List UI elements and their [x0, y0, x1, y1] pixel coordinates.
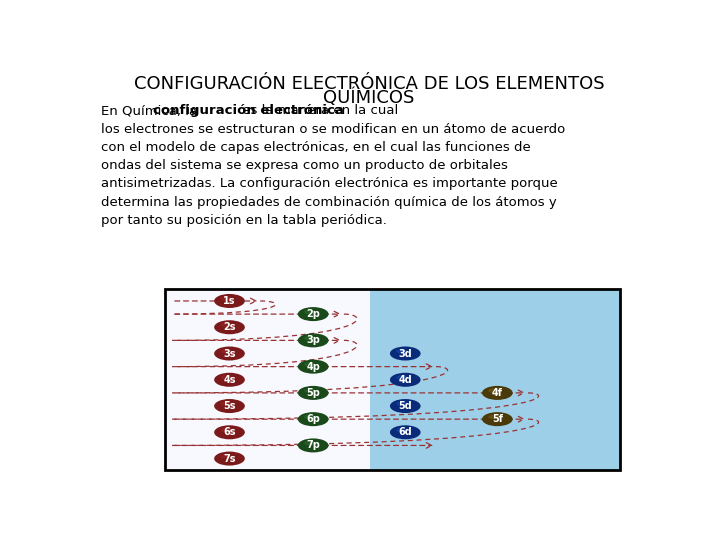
Text: 5d: 5d: [398, 401, 412, 411]
Ellipse shape: [396, 401, 408, 406]
Ellipse shape: [214, 399, 245, 413]
FancyBboxPatch shape: [370, 289, 620, 470]
Text: 4s: 4s: [223, 375, 235, 385]
Text: 3s: 3s: [223, 348, 235, 359]
Text: 3d: 3d: [398, 348, 412, 359]
Ellipse shape: [214, 320, 245, 334]
Ellipse shape: [220, 375, 232, 380]
Ellipse shape: [220, 401, 232, 406]
Ellipse shape: [304, 362, 315, 367]
Ellipse shape: [298, 438, 328, 453]
Text: 6p: 6p: [306, 414, 320, 424]
Text: 4p: 4p: [306, 362, 320, 372]
Text: 4d: 4d: [398, 375, 412, 385]
Text: 1s: 1s: [223, 296, 235, 306]
Ellipse shape: [298, 386, 328, 400]
Text: ondas del sistema se expresa como un producto de orbitales: ondas del sistema se expresa como un pro…: [101, 159, 508, 172]
Text: los electrones se estructuran o se modifican en un átomo de acuerdo: los electrones se estructuran o se modif…: [101, 123, 565, 136]
Ellipse shape: [390, 347, 420, 361]
Ellipse shape: [488, 415, 500, 419]
Text: 5p: 5p: [306, 388, 320, 398]
FancyBboxPatch shape: [166, 289, 370, 470]
Ellipse shape: [214, 347, 245, 361]
Ellipse shape: [396, 349, 408, 354]
Ellipse shape: [304, 309, 315, 314]
Text: En Química, la: En Química, la: [101, 104, 202, 117]
Ellipse shape: [298, 333, 328, 347]
Ellipse shape: [298, 307, 328, 321]
Ellipse shape: [214, 426, 245, 440]
Text: por tanto su posición en la tabla periódica.: por tanto su posición en la tabla periód…: [101, 214, 387, 227]
Text: configuración electrónica: configuración electrónica: [153, 104, 343, 117]
Ellipse shape: [304, 388, 315, 393]
Ellipse shape: [298, 360, 328, 374]
Text: 6s: 6s: [223, 427, 235, 437]
Ellipse shape: [390, 426, 420, 440]
Ellipse shape: [220, 428, 232, 433]
Ellipse shape: [482, 412, 513, 426]
Text: 6d: 6d: [398, 427, 412, 437]
Text: QUÍMICOS: QUÍMICOS: [323, 89, 415, 107]
Text: con el modelo de capas electrónicas, en el cual las funciones de: con el modelo de capas electrónicas, en …: [101, 141, 531, 154]
Ellipse shape: [214, 294, 245, 308]
Text: 5s: 5s: [223, 401, 235, 411]
Ellipse shape: [396, 375, 408, 380]
Text: 5f: 5f: [492, 414, 503, 424]
Ellipse shape: [488, 388, 500, 393]
Ellipse shape: [304, 336, 315, 340]
Text: 2p: 2p: [306, 309, 320, 319]
Ellipse shape: [220, 296, 232, 301]
Text: es la manera en la cual: es la manera en la cual: [238, 104, 399, 117]
Ellipse shape: [220, 322, 232, 327]
Ellipse shape: [214, 373, 245, 387]
Text: 2s: 2s: [223, 322, 235, 332]
Ellipse shape: [304, 441, 315, 446]
Text: 4f: 4f: [492, 388, 503, 398]
Text: 3p: 3p: [306, 335, 320, 346]
Ellipse shape: [220, 454, 232, 458]
Text: determina las propiedades de combinación química de los átomos y: determina las propiedades de combinación…: [101, 196, 557, 209]
Text: antisimetrizadas. La configuración electrónica es importante porque: antisimetrizadas. La configuración elect…: [101, 178, 558, 191]
Ellipse shape: [482, 386, 513, 400]
Text: 7s: 7s: [223, 454, 235, 463]
Ellipse shape: [220, 349, 232, 354]
Text: CONFIGURACIÓN ELECTRÓNICA DE LOS ELEMENTOS: CONFIGURACIÓN ELECTRÓNICA DE LOS ELEMENT…: [134, 75, 604, 93]
Ellipse shape: [390, 399, 420, 413]
Ellipse shape: [298, 412, 328, 426]
Ellipse shape: [214, 451, 245, 465]
Ellipse shape: [390, 373, 420, 387]
Ellipse shape: [304, 415, 315, 419]
Text: 7p: 7p: [306, 441, 320, 450]
Ellipse shape: [396, 428, 408, 433]
